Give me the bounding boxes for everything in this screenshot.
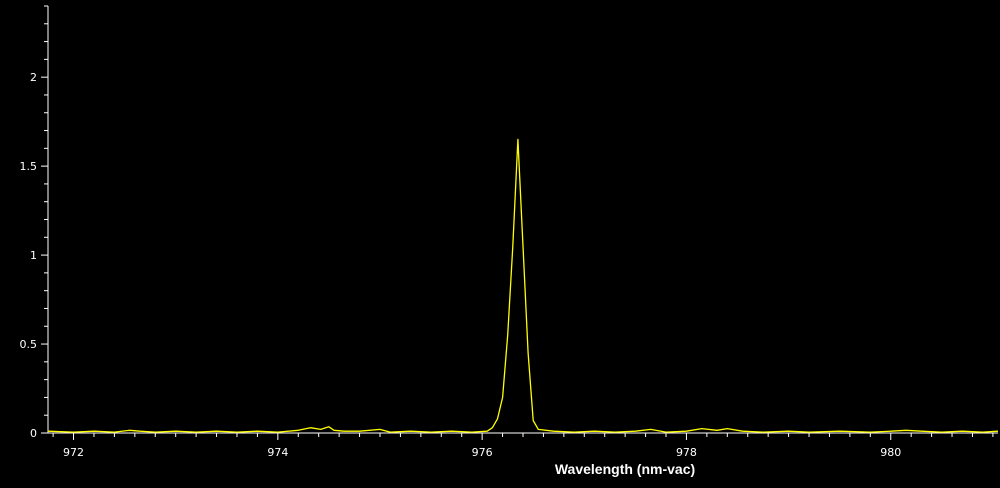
y-tick-label: 0.5: [20, 338, 38, 351]
x-tick-label: 978: [676, 446, 697, 459]
series-layer: [47, 138, 999, 433]
x-ticks: 972 974 976 978 980: [52, 433, 994, 459]
x-tick-label: 980: [880, 446, 901, 459]
y-tick-label: 2: [30, 71, 37, 84]
x-axis-title: Wavelength (nm-vac): [555, 461, 695, 477]
y-ticks: 0 0.5 1 1.5 2: [20, 5, 48, 440]
axes: [47, 6, 998, 434]
y-tick-label: 0: [30, 427, 37, 440]
y-tick-label: 1.5: [20, 160, 38, 173]
spectrum-series-line: [47, 138, 999, 433]
x-tick-label: 976: [472, 446, 493, 459]
y-tick-label: 1: [30, 249, 37, 262]
x-tick-label: 972: [63, 446, 84, 459]
x-tick-label: 974: [267, 446, 288, 459]
